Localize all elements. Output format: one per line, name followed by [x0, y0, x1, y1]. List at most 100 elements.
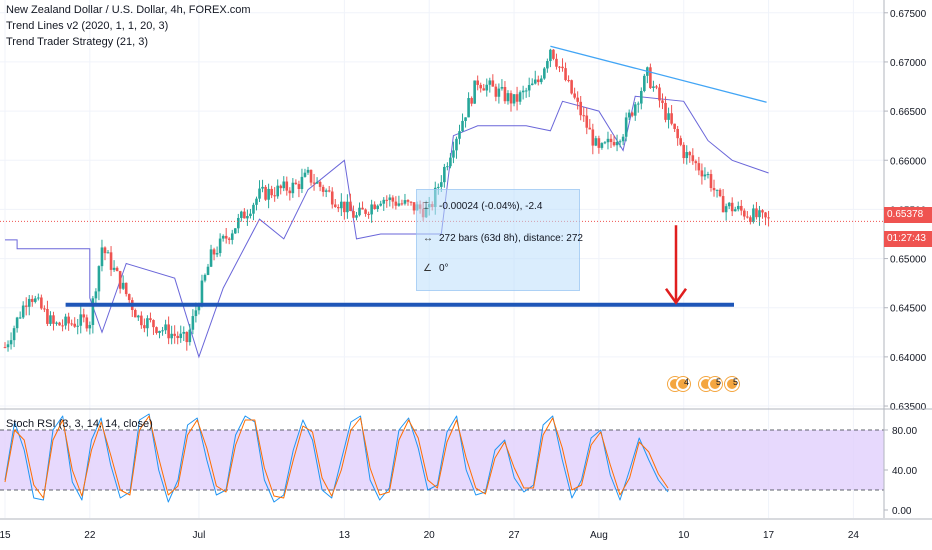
flag-us-icon[interactable] [676, 377, 690, 391]
candle-body [494, 86, 498, 97]
candle-body [755, 208, 758, 218]
candle-body [188, 329, 192, 343]
flag-us-icon[interactable] [708, 377, 722, 391]
candle-body [309, 169, 313, 183]
time-tick-label: 20 [424, 530, 436, 541]
candle-body [524, 90, 528, 92]
candle-body [397, 203, 401, 206]
candle-body [358, 207, 361, 216]
candle-body [303, 172, 307, 177]
candle-body [649, 67, 652, 88]
candle-body [140, 315, 143, 326]
candle-body [233, 228, 237, 234]
candle-body [27, 298, 31, 307]
candle-body [703, 174, 707, 177]
candle-body [621, 136, 625, 142]
candle-body [673, 123, 676, 129]
price-tick-label: 0.63500 [890, 402, 927, 413]
candle-body [294, 182, 298, 185]
candle-body [143, 325, 146, 329]
candle-body [346, 201, 349, 213]
candle-body [643, 75, 646, 91]
candle-body [52, 315, 55, 324]
candle-body [564, 68, 567, 81]
candle-body [636, 103, 640, 105]
event-count: 5 [716, 377, 722, 387]
candle-body [34, 298, 37, 302]
candle-body [579, 101, 582, 116]
candle-body [555, 58, 558, 67]
candle-body [567, 80, 570, 82]
candle-body [685, 152, 689, 159]
candle-body [627, 112, 631, 118]
candle-body [124, 282, 128, 295]
candle-body [209, 249, 213, 267]
candle-body [724, 206, 728, 213]
candle-body [276, 185, 279, 197]
candle-body [512, 94, 516, 104]
candle-body [385, 199, 389, 201]
candle-body [697, 163, 701, 171]
candle-body [500, 87, 504, 89]
candle-body [67, 316, 70, 324]
flag-us-icon[interactable] [725, 377, 739, 391]
candle-body [55, 322, 58, 324]
candle-body [515, 94, 519, 102]
candle-body [600, 143, 604, 148]
candle-body [576, 97, 579, 102]
time-tick-label: 10 [678, 530, 690, 541]
candle-body [288, 190, 292, 194]
candle-body [667, 113, 670, 120]
candle-body [718, 189, 722, 197]
candle-body [76, 325, 80, 327]
candle-body [688, 152, 692, 156]
candle-body [155, 327, 158, 333]
candle-body [443, 166, 446, 183]
candle-body [88, 324, 92, 329]
candle-body [255, 198, 258, 205]
legend-symbol: New Zealand Dollar / U.S. Dollar, 4h, FO… [6, 4, 251, 16]
candle-body [246, 216, 249, 219]
candle-body [640, 90, 643, 104]
candle-body [40, 297, 43, 309]
candle-body [367, 213, 370, 215]
candle-body [12, 328, 16, 341]
candle-body [406, 200, 410, 202]
candle-body [603, 142, 607, 144]
candle-body [43, 308, 46, 310]
legend-stoch-rsi: Stoch RSI (3, 3, 14, 14, close) [6, 418, 153, 430]
candle-body [273, 195, 276, 197]
candle-body [485, 84, 489, 91]
angle-icon: ∠ [423, 263, 432, 274]
candle-body [94, 291, 98, 299]
candle-body [279, 185, 283, 189]
candle-body [670, 113, 673, 124]
candle-body [264, 186, 267, 200]
candle-body [612, 142, 616, 146]
candle-body [749, 217, 752, 223]
candle-body [709, 174, 713, 189]
candle-body [133, 309, 137, 318]
candle-body [240, 211, 243, 218]
candle-body [540, 78, 543, 83]
candle-body [597, 138, 601, 148]
resistance-trendline [550, 45, 767, 103]
bar-countdown-tag: 01:27:43 [884, 231, 932, 247]
candle-body [488, 80, 492, 85]
stoch-tick-label: 0.00 [892, 506, 912, 517]
candle-body [497, 88, 501, 97]
measure-info-box[interactable]: ⌶ -0.00024 (-0.04%), -2.4 ↔ 272 bars (63d … [416, 189, 583, 291]
candle-body [661, 100, 664, 103]
candle-body [270, 188, 273, 196]
candle-body [197, 305, 201, 311]
candle-body [221, 235, 225, 239]
time-tick-label: 15 [0, 530, 11, 541]
candle-body [149, 318, 152, 321]
candle-body [533, 79, 537, 84]
candle-body [118, 271, 122, 289]
candle-body [46, 308, 49, 324]
candle-body [249, 213, 252, 217]
candle-body [297, 184, 301, 189]
